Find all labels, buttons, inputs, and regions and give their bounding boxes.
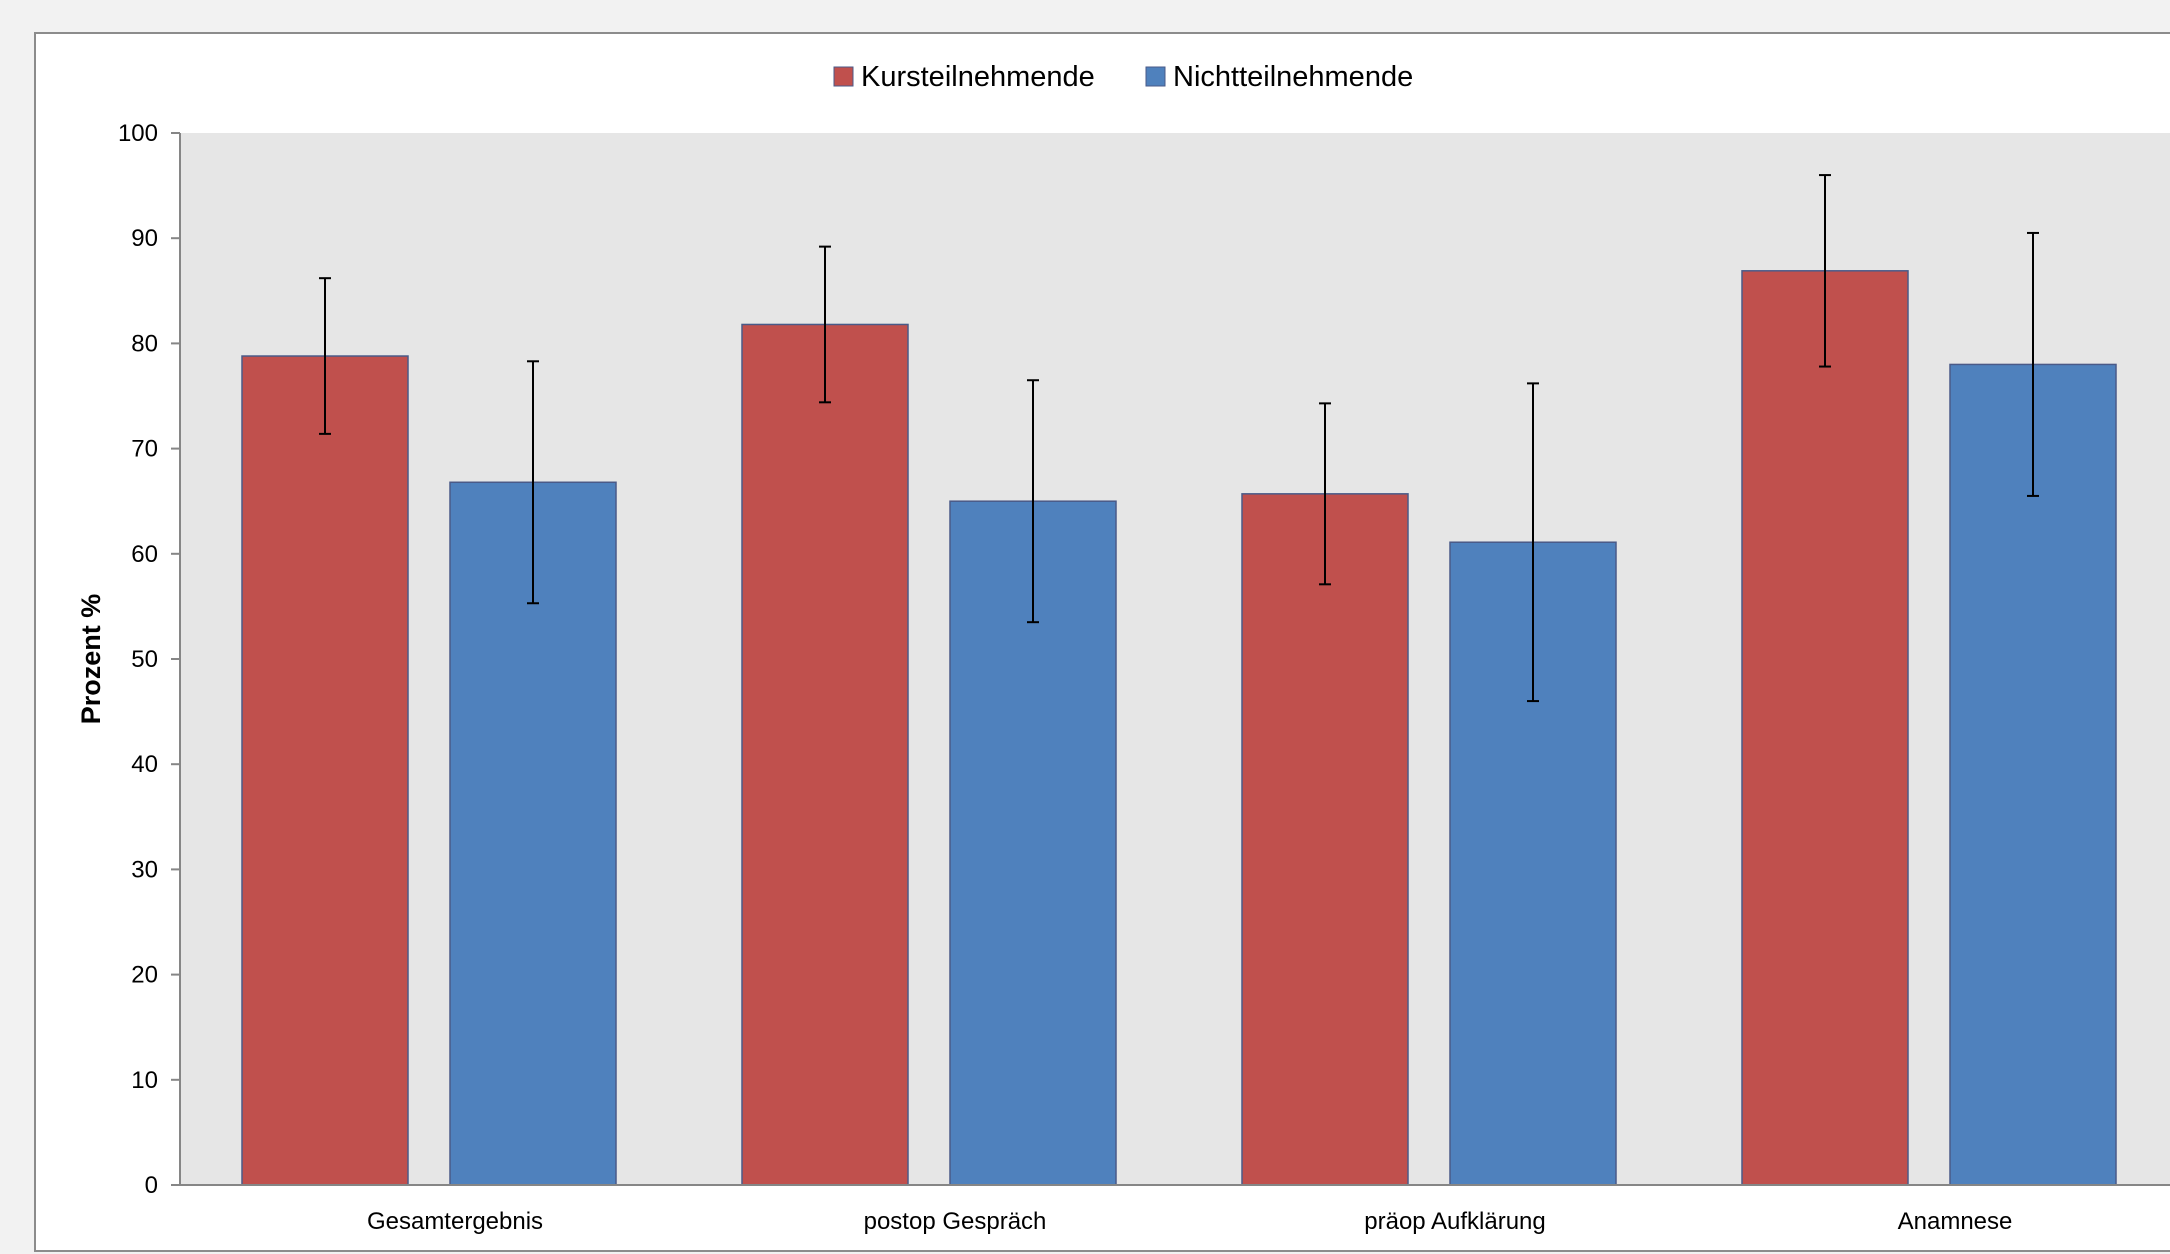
error-bar-kurs-0 <box>319 277 331 435</box>
y-tick-label: 40 <box>131 751 158 778</box>
y-axis-title: Prozent % <box>76 594 106 725</box>
y-tick-label: 20 <box>131 962 158 989</box>
x-category-label: präop Aufklärung <box>1364 1208 1545 1235</box>
error-bar-nicht-3 <box>2027 231 2039 497</box>
y-tick-label: 0 <box>145 1172 158 1199</box>
error-bar-kurs-1 <box>819 245 831 404</box>
chart-area: 0 10 20 30 40 50 60 70 80 90 100 Gesamtergebnis pos… <box>34 32 2170 1252</box>
bar-kurs-0 <box>241 355 409 1186</box>
error-bar-nicht-1 <box>1027 379 1039 624</box>
y-tick-label: 30 <box>131 856 158 883</box>
bar-kurs-1 <box>741 323 909 1186</box>
legend-swatch-kurs <box>833 66 854 87</box>
y-tick-label: 80 <box>131 330 158 357</box>
y-tick-label: 70 <box>131 436 158 463</box>
legend-label-kurs: Kursteilnehmende <box>861 61 1095 93</box>
legend-swatch-nicht <box>1145 66 1166 87</box>
error-bar-nicht-0 <box>527 360 539 605</box>
error-bar-kurs-2 <box>1319 402 1331 586</box>
x-category-label: Anamnese <box>1898 1208 2013 1235</box>
x-category-label: Gesamtergebnis <box>367 1208 543 1235</box>
bar-chart: 0 10 20 30 40 50 60 70 80 90 100 Gesamtergebnis pos… <box>76 61 2170 1235</box>
y-tick-label: 100 <box>118 120 158 147</box>
y-tick-label: 90 <box>131 225 158 252</box>
bar-kurs-2 <box>1241 493 1409 1186</box>
y-tick-label: 60 <box>131 541 158 568</box>
bar-kurs-3 <box>1741 270 1909 1186</box>
y-tick-label: 50 <box>131 646 158 673</box>
x-category-label: postop Gespräch <box>864 1208 1047 1235</box>
error-bar-kurs-3 <box>1819 174 1831 368</box>
error-bar-nicht-2 <box>1527 382 1539 703</box>
bar-nicht-3 <box>1949 363 2117 1186</box>
y-tick-label: 10 <box>131 1067 158 1094</box>
legend-label-nicht: Nichtteilnehmende <box>1173 61 1413 93</box>
